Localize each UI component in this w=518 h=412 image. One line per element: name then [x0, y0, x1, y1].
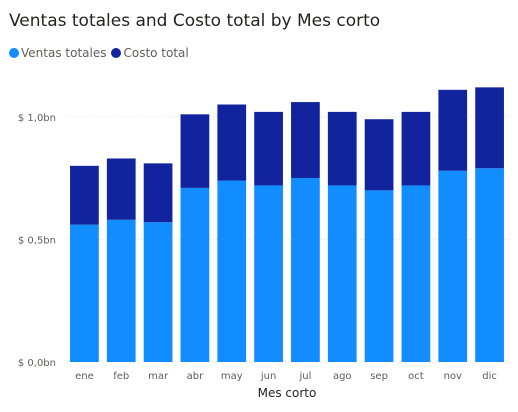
- y-axis-ticks: $ 0,0bn $ 0,5bn $ 1,0bn: [18, 113, 56, 369]
- bar-costo-abr[interactable]: [180, 114, 210, 188]
- bar-ventas-abr[interactable]: [180, 187, 210, 362]
- x-tick-label: ene: [75, 371, 94, 382]
- legend-item-costo[interactable]: Costo total: [111, 46, 189, 60]
- bar-ventas-nov[interactable]: [438, 170, 468, 362]
- bar-ventas-oct[interactable]: [401, 185, 431, 362]
- legend-swatch-costo: [111, 48, 122, 58]
- x-tick-label: mar: [148, 371, 169, 382]
- x-tick-label: sep: [370, 371, 388, 382]
- x-tick-label: jun: [260, 371, 276, 382]
- legend-label-ventas: Ventas totales: [21, 46, 107, 60]
- bar-ventas-sep[interactable]: [364, 190, 394, 362]
- x-tick-label: dic: [482, 371, 497, 382]
- x-axis-ticks: ene feb mar abr may jun jul ago sep oct nov dic: [75, 371, 497, 382]
- bar-ventas-jun[interactable]: [254, 185, 283, 362]
- bar-costo-ene[interactable]: [70, 165, 99, 225]
- bar-costo-ago[interactable]: [327, 111, 357, 186]
- legend-label-costo: Costo total: [123, 46, 189, 60]
- x-axis-title: Mes corto: [258, 386, 317, 400]
- bar-costo-dic[interactable]: [475, 87, 504, 169]
- chart-legend: Ventas totales Costo total: [9, 46, 194, 60]
- bar-costo-sep[interactable]: [364, 119, 394, 191]
- bar-ventas-feb[interactable]: [106, 219, 136, 362]
- bar-ventas-mar[interactable]: [143, 222, 173, 362]
- bar-costo-oct[interactable]: [401, 111, 431, 186]
- bar-ventas-ago[interactable]: [327, 185, 357, 362]
- x-tick-label: nov: [444, 371, 462, 382]
- x-tick-label: ago: [333, 371, 352, 382]
- bar-ventas-dic[interactable]: [475, 168, 504, 362]
- bar-costo-mar[interactable]: [143, 163, 173, 223]
- bar-ventas-jul[interactable]: [291, 178, 320, 362]
- bar-costo-feb[interactable]: [106, 158, 136, 220]
- bar-costo-nov[interactable]: [438, 89, 468, 171]
- y-tick-label: $ 0,5bn: [18, 235, 56, 246]
- legend-swatch-ventas: [9, 48, 19, 58]
- x-tick-label: jul: [298, 371, 311, 382]
- chart-title: Ventas totales and Costo total by Mes co…: [9, 11, 381, 31]
- legend-item-ventas[interactable]: Ventas totales: [9, 46, 106, 60]
- y-tick-label: $ 0,0bn: [18, 358, 56, 369]
- y-tick-label: $ 1,0bn: [18, 113, 56, 124]
- x-tick-label: abr: [187, 371, 204, 382]
- bar-costo-jul[interactable]: [291, 102, 320, 179]
- bar-costo-jun[interactable]: [254, 111, 283, 186]
- bar-ventas-ene[interactable]: [70, 224, 99, 362]
- x-tick-label: feb: [113, 371, 129, 382]
- x-tick-label: may: [221, 371, 243, 382]
- bar-costo-may[interactable]: [217, 104, 247, 181]
- bar-ventas-may[interactable]: [217, 180, 247, 362]
- bars: [70, 87, 504, 362]
- x-tick-label: oct: [408, 371, 424, 382]
